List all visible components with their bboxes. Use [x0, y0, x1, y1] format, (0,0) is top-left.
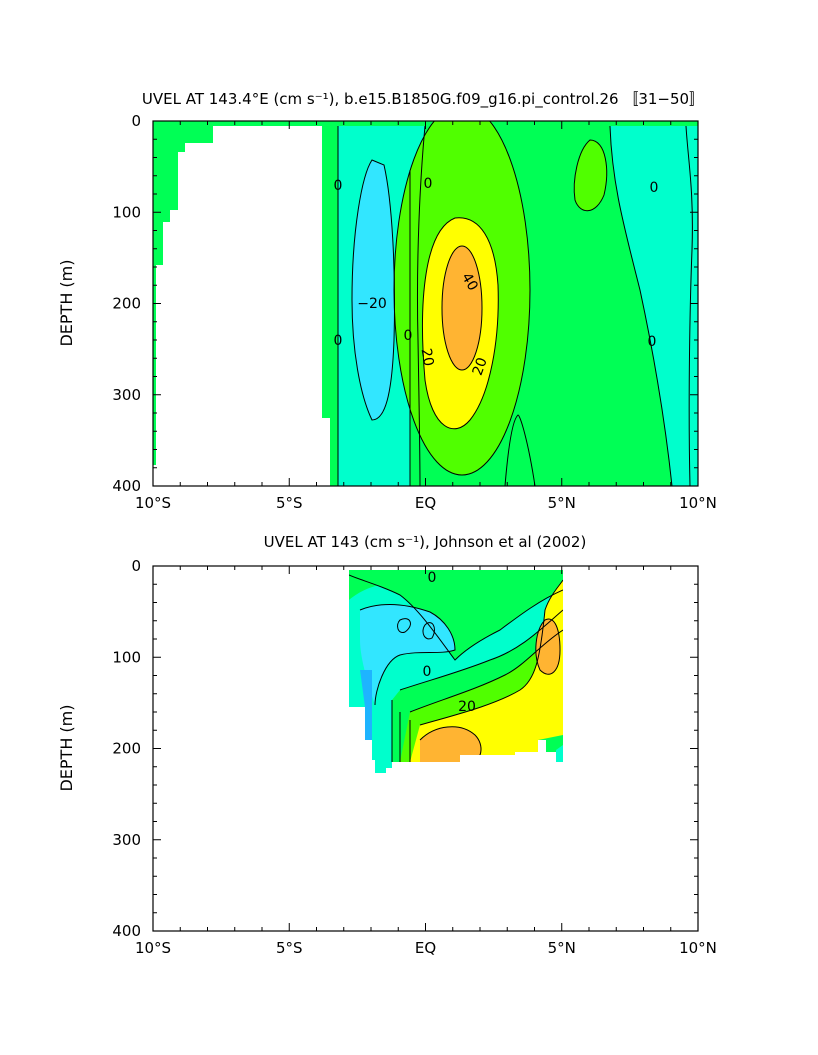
top-west-strip — [153, 126, 213, 465]
x-tick-label: 10°N — [679, 939, 717, 957]
x-tick-label: 10°N — [679, 494, 717, 512]
top-y-axis-label: DEPTH (m) — [57, 259, 76, 346]
bottom-panel: UVEL AT 143 (cm s⁻¹), Johnson et al (200… — [57, 533, 717, 957]
x-tick-label: 5°N — [548, 939, 576, 957]
y-tick-label: 400 — [112, 477, 141, 495]
top-land-mask — [153, 126, 330, 486]
contour-label: 0 — [428, 570, 437, 586]
x-tick-label: 10°S — [135, 939, 171, 957]
contour-label: 20 — [470, 356, 491, 378]
y-tick-label: 400 — [112, 922, 141, 940]
x-tick-label: 5°S — [276, 494, 303, 512]
x-tick-label: EQ — [415, 939, 436, 957]
bottom-panel-title: UVEL AT 143 (cm s⁻¹), Johnson et al (200… — [264, 533, 587, 551]
x-tick-label: 5°S — [276, 939, 303, 957]
top-contour-value-labels: 0 0 0 −20 0 20 20 40 0 0 — [334, 176, 659, 378]
contour-label: 0 — [423, 664, 432, 680]
y-tick-label: 0 — [131, 112, 141, 130]
contour-label: 20 — [458, 699, 476, 715]
top-contour-lines — [337, 121, 693, 486]
x-tick-label: 5°N — [548, 494, 576, 512]
y-tick-label: 0 — [131, 557, 141, 575]
y-tick-label: 200 — [112, 740, 141, 758]
bottom-contour-lines — [349, 574, 563, 763]
contour-label: 0 — [334, 178, 343, 194]
top-euc-40 — [442, 246, 482, 370]
bottom-data-region — [349, 570, 563, 773]
x-tick-label: EQ — [415, 494, 436, 512]
top-panel: UVEL AT 143.4°E (cm s⁻¹), b.e15.B1850G.f… — [57, 90, 717, 512]
top-westward-lens — [352, 160, 395, 420]
top-east-cyan — [686, 126, 698, 486]
bottom-contour-value-labels: 0 0 20 — [423, 570, 476, 715]
bottom-y-axis-label: DEPTH (m) — [57, 704, 76, 791]
y-tick-label: 200 — [112, 295, 141, 313]
top-surface-lens — [574, 140, 607, 211]
contour-label: −20 — [357, 296, 387, 312]
contour-label: 0 — [334, 333, 343, 349]
contour-label: 40 — [458, 270, 481, 293]
contour-label: 0 — [650, 180, 659, 196]
y-tick-label: 300 — [112, 831, 141, 849]
top-contour-fill — [153, 121, 698, 486]
top-panel-title: UVEL AT 143.4°E (cm s⁻¹), b.e15.B1850G.f… — [142, 90, 704, 109]
x-tick-label: 10°S — [135, 494, 171, 512]
y-tick-label: 100 — [112, 648, 141, 666]
contour-label: 0 — [424, 176, 433, 192]
y-tick-label: 300 — [112, 386, 141, 404]
contour-label: 0 — [404, 328, 413, 344]
contour-label: 20 — [418, 347, 437, 367]
bottom-contour-fill — [349, 570, 563, 773]
y-tick-label: 100 — [112, 203, 141, 221]
contour-label: 0 — [648, 334, 657, 350]
